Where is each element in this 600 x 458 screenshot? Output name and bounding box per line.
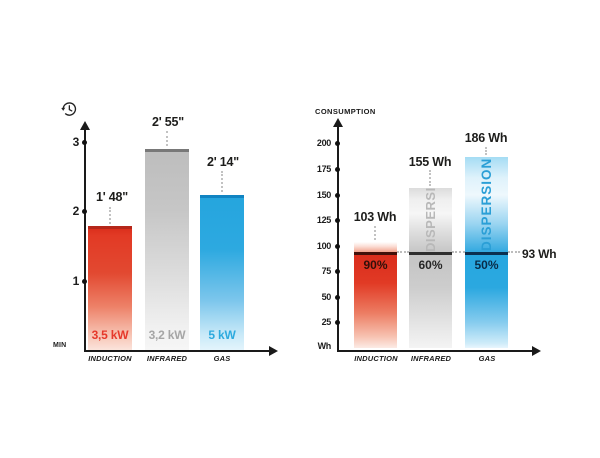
reference-value-label: 93 Wh — [522, 247, 557, 261]
wh-ytick-label: 100 — [316, 241, 331, 251]
wh-tick-dot — [335, 269, 340, 274]
leader-line — [166, 131, 168, 146]
consumption-y-axis — [337, 126, 339, 350]
leader-line — [109, 207, 111, 224]
wh-tick-dot — [335, 167, 340, 172]
bar-cap — [88, 226, 132, 229]
time-tick-dot-1 — [82, 279, 87, 284]
time-value-label-infrared: 2' 55" — [151, 115, 185, 129]
leader-line — [374, 226, 376, 240]
time-bar-induction: 3,5 kW — [88, 226, 132, 350]
dispersion-label-gas: DISPERSION — [479, 157, 494, 252]
consumption-value-label-induction: 103 Wh — [353, 210, 397, 224]
useful-energy-zone: 50% — [465, 254, 508, 348]
leader-line — [429, 170, 431, 186]
bar-cap — [200, 195, 244, 198]
consumption-x-axis-arrow-icon — [532, 346, 541, 356]
dispersion-zone-infrared: DISPERSI — [409, 188, 452, 252]
bar-cap — [145, 149, 189, 152]
efficiency-label-gas: 50% — [474, 257, 499, 272]
power-label-induction: 3,5 kW — [91, 328, 129, 342]
time-y-axis-arrow-icon — [80, 121, 90, 130]
useful-energy-line — [409, 252, 452, 255]
time-ytick-label: 1 — [72, 274, 80, 288]
efficiency-label-induction: 90% — [363, 257, 388, 272]
time-tick-dot-2 — [82, 209, 87, 214]
dispersion-zone-induction — [354, 242, 397, 252]
wh-unit-label: Wh — [317, 341, 332, 351]
time-ytick-label: 3 — [72, 135, 80, 149]
wh-ytick-label: 150 — [316, 190, 331, 200]
wh-ytick-label: 75 — [321, 266, 332, 276]
wh-ytick-label: 125 — [316, 215, 331, 225]
time-x-axis-arrow-icon — [269, 346, 278, 356]
category-label-induction: INDUCTION — [354, 354, 398, 363]
time-bar-gas: 5 kW — [200, 195, 244, 350]
clock-icon — [61, 102, 77, 116]
time-x-axis — [84, 350, 270, 352]
wh-tick-dot — [335, 295, 340, 300]
consumption-bar-induction: 90% — [354, 242, 397, 350]
category-label-induction: INDUCTION — [88, 354, 132, 363]
useful-energy-zone: 60% — [409, 254, 452, 348]
useful-energy-line — [354, 252, 397, 255]
dispersion-label-infrared: DISPERSI — [423, 188, 438, 252]
reference-dotted-line — [508, 251, 520, 253]
consumption-value-label-gas: 186 Wh — [464, 131, 508, 145]
time-value-label-gas: 2' 14" — [206, 155, 240, 169]
wh-ytick-label: 200 — [316, 138, 331, 148]
wh-ytick-label: 25 — [321, 317, 332, 327]
wh-tick-dot — [335, 141, 340, 146]
useful-energy-zone: 90% — [354, 254, 397, 348]
time-tick-dot-3 — [82, 140, 87, 145]
power-label-gas: 5 kW — [208, 328, 236, 342]
leader-line — [485, 147, 487, 155]
wh-ytick-label: 50 — [321, 292, 332, 302]
consumption-value-label-infrared: 155 Wh — [408, 155, 452, 169]
wh-tick-dot — [335, 320, 340, 325]
category-label-infrared: INFRARED — [410, 354, 452, 363]
consumption-chart-title: CONSUMPTION — [315, 107, 376, 116]
wh-ytick-label: 175 — [316, 164, 331, 174]
time-bar-infrared: 3,2 kW — [145, 149, 189, 350]
useful-energy-line — [465, 252, 508, 255]
category-label-infrared: INFRARED — [146, 354, 188, 363]
wh-tick-dot — [335, 218, 340, 223]
efficiency-label-infrared: 60% — [418, 257, 443, 272]
time-value-label-induction: 1' 48" — [95, 190, 129, 204]
consumption-x-axis — [337, 350, 533, 352]
power-label-infrared: 3,2 kW — [148, 328, 186, 342]
wh-tick-dot — [335, 244, 340, 249]
dispersion-zone-gas: DISPERSION — [465, 157, 508, 252]
time-y-axis — [84, 129, 86, 350]
consumption-bar-infrared: DISPERSI 60% — [409, 188, 452, 350]
reference-dotted-line — [452, 251, 465, 253]
category-label-gas: GAS — [478, 354, 496, 363]
consumption-bar-gas: DISPERSION 50% — [465, 157, 508, 350]
time-unit-label: MIN — [53, 342, 67, 349]
leader-line — [221, 171, 223, 192]
time-ytick-label: 2 — [72, 204, 80, 218]
category-label-gas: GAS — [213, 354, 231, 363]
reference-dotted-line — [397, 251, 409, 253]
consumption-y-axis-arrow-icon — [333, 118, 343, 127]
wh-tick-dot — [335, 193, 340, 198]
